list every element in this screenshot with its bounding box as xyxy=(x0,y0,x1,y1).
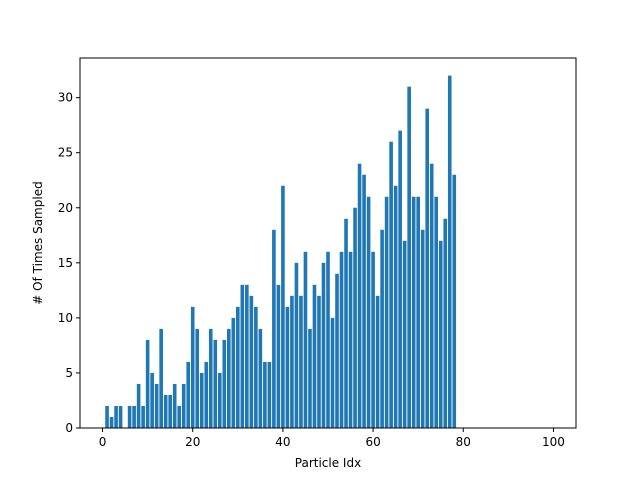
y-tick-label: 15 xyxy=(58,256,73,270)
bar xyxy=(375,295,380,428)
bar xyxy=(181,383,186,428)
bar xyxy=(389,141,393,428)
bar xyxy=(163,394,168,428)
bars-group xyxy=(105,75,457,429)
bar xyxy=(141,405,145,428)
bar xyxy=(294,262,299,428)
x-axis-ticks: 0 20 40 60 80 100 xyxy=(99,428,565,449)
bar xyxy=(411,196,416,428)
bar xyxy=(267,361,272,428)
bar xyxy=(357,163,362,428)
bar xyxy=(398,130,402,428)
bar xyxy=(276,284,281,428)
bar xyxy=(236,306,240,428)
bar xyxy=(371,251,375,428)
bar xyxy=(204,361,209,428)
bar xyxy=(249,295,254,428)
bar xyxy=(429,163,434,428)
bar xyxy=(290,295,294,428)
bar xyxy=(222,339,227,428)
bar xyxy=(105,405,109,428)
bar xyxy=(407,86,411,428)
bar xyxy=(190,306,195,428)
x-axis-label: Particle Idx xyxy=(295,456,361,470)
y-tick-label: 0 xyxy=(65,421,73,435)
bar xyxy=(348,251,353,428)
bar xyxy=(245,284,249,428)
bar xyxy=(109,416,114,428)
bar xyxy=(263,361,267,428)
bar xyxy=(145,339,150,428)
bar xyxy=(254,306,258,428)
bar xyxy=(452,174,457,428)
bar xyxy=(231,317,236,428)
y-tick-label: 25 xyxy=(58,146,73,160)
y-axis-ticks: 0 5 10 15 20 25 30 xyxy=(58,91,80,435)
bar xyxy=(434,196,439,428)
bar xyxy=(380,229,384,428)
x-tick-label: 20 xyxy=(185,435,200,449)
bar xyxy=(285,306,290,428)
bar xyxy=(272,229,276,428)
bar xyxy=(132,405,136,428)
bar xyxy=(213,339,218,428)
bar xyxy=(195,328,200,428)
bar xyxy=(420,229,425,428)
bar xyxy=(317,295,321,428)
bar xyxy=(438,240,443,428)
x-tick-label: 60 xyxy=(365,435,380,449)
bar xyxy=(168,394,172,428)
bar xyxy=(443,218,448,428)
y-axis-label: # Of Times Sampled xyxy=(31,181,45,304)
plot-frame xyxy=(79,57,577,429)
bar xyxy=(425,108,430,429)
bar xyxy=(353,207,357,428)
x-tick-label: 100 xyxy=(542,435,565,449)
bar xyxy=(308,328,312,428)
bar xyxy=(402,240,407,428)
y-tick-label: 10 xyxy=(58,311,73,325)
bar xyxy=(186,361,191,428)
bar xyxy=(127,405,132,428)
bar xyxy=(281,185,285,428)
bar xyxy=(330,317,335,428)
bar xyxy=(299,295,303,428)
bar xyxy=(258,328,263,428)
bar xyxy=(118,405,123,428)
bar xyxy=(366,196,371,428)
bar xyxy=(326,251,330,428)
bar xyxy=(416,196,420,428)
x-tick-label: 40 xyxy=(275,435,290,449)
bar xyxy=(208,328,213,428)
bar xyxy=(217,372,222,428)
y-tick-label: 30 xyxy=(58,91,73,105)
bar xyxy=(362,174,366,428)
bar xyxy=(177,405,182,428)
bar xyxy=(344,218,348,428)
bar xyxy=(150,372,154,428)
bar xyxy=(447,75,452,429)
y-tick-label: 5 xyxy=(65,366,73,380)
bar xyxy=(240,284,245,428)
bar xyxy=(339,251,344,428)
bar xyxy=(154,383,159,428)
bar xyxy=(136,383,141,428)
bar xyxy=(321,262,326,428)
bar xyxy=(335,273,339,428)
y-tick-label: 20 xyxy=(58,201,73,215)
bar xyxy=(159,328,163,428)
x-tick-label: 80 xyxy=(456,435,471,449)
bar xyxy=(384,196,389,428)
bar xyxy=(312,284,317,428)
bar xyxy=(172,383,177,428)
x-tick-label: 0 xyxy=(99,435,107,449)
bar xyxy=(303,251,308,428)
bar xyxy=(114,405,118,428)
bar xyxy=(199,372,204,428)
bar xyxy=(227,328,231,428)
bar xyxy=(393,185,398,428)
